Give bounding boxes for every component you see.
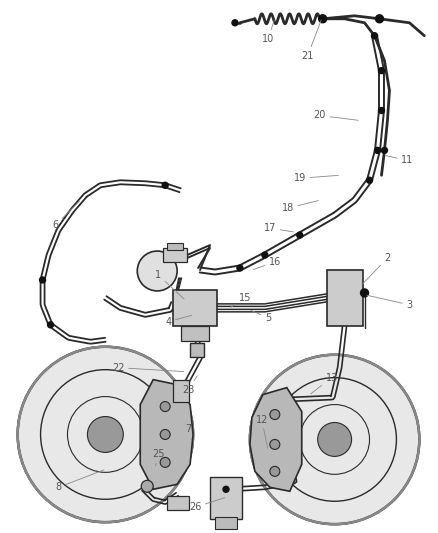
Bar bbox=[167, 243, 183, 250]
Circle shape bbox=[47, 322, 53, 328]
Circle shape bbox=[371, 33, 377, 39]
Circle shape bbox=[269, 466, 279, 477]
Text: 22: 22 bbox=[112, 362, 184, 373]
Circle shape bbox=[318, 15, 326, 23]
Circle shape bbox=[269, 409, 279, 419]
Bar bbox=[209, 478, 241, 519]
Circle shape bbox=[360, 289, 367, 297]
Text: 18: 18 bbox=[281, 200, 318, 213]
Text: 17: 17 bbox=[263, 223, 293, 233]
Circle shape bbox=[381, 148, 387, 154]
Text: 7: 7 bbox=[184, 424, 191, 440]
Text: 20: 20 bbox=[313, 110, 357, 120]
Polygon shape bbox=[249, 387, 301, 491]
Circle shape bbox=[249, 355, 418, 524]
Circle shape bbox=[162, 182, 168, 188]
Bar bbox=[190, 343, 204, 357]
Circle shape bbox=[374, 148, 380, 154]
Bar bbox=[173, 290, 216, 326]
Bar bbox=[163, 248, 187, 262]
Circle shape bbox=[378, 108, 384, 114]
Text: 21: 21 bbox=[301, 20, 321, 61]
Circle shape bbox=[160, 457, 170, 467]
Text: 15: 15 bbox=[230, 293, 251, 307]
Text: 4: 4 bbox=[165, 315, 191, 327]
Text: 5: 5 bbox=[251, 310, 270, 323]
Circle shape bbox=[160, 430, 170, 439]
Text: 11: 11 bbox=[385, 155, 413, 165]
Bar bbox=[215, 517, 237, 529]
Circle shape bbox=[137, 251, 177, 291]
Text: 3: 3 bbox=[366, 295, 412, 310]
Circle shape bbox=[269, 439, 279, 449]
Circle shape bbox=[378, 68, 384, 74]
Circle shape bbox=[237, 265, 242, 271]
Circle shape bbox=[18, 347, 193, 522]
Text: 23: 23 bbox=[181, 376, 197, 394]
Text: 25: 25 bbox=[152, 449, 164, 466]
Circle shape bbox=[39, 277, 46, 283]
Circle shape bbox=[160, 401, 170, 411]
Circle shape bbox=[231, 20, 237, 26]
Text: 26: 26 bbox=[188, 498, 224, 512]
Circle shape bbox=[296, 232, 302, 238]
Circle shape bbox=[141, 480, 153, 492]
Circle shape bbox=[261, 252, 267, 258]
Text: 6: 6 bbox=[52, 201, 79, 230]
Bar bbox=[173, 379, 189, 401]
Bar bbox=[326, 270, 362, 326]
Text: 16: 16 bbox=[253, 257, 280, 270]
Text: 8: 8 bbox=[55, 470, 104, 492]
Circle shape bbox=[366, 177, 372, 183]
Text: 10: 10 bbox=[261, 20, 274, 44]
Circle shape bbox=[223, 486, 229, 492]
Circle shape bbox=[87, 416, 123, 453]
Bar bbox=[181, 326, 208, 341]
Text: 19: 19 bbox=[293, 173, 337, 183]
Text: 13: 13 bbox=[310, 373, 337, 394]
Circle shape bbox=[317, 423, 351, 456]
Circle shape bbox=[374, 15, 383, 23]
Text: 2: 2 bbox=[362, 253, 390, 284]
Text: 12: 12 bbox=[255, 415, 268, 448]
Text: 1: 1 bbox=[155, 270, 184, 299]
Polygon shape bbox=[140, 379, 193, 489]
Bar bbox=[167, 496, 189, 510]
